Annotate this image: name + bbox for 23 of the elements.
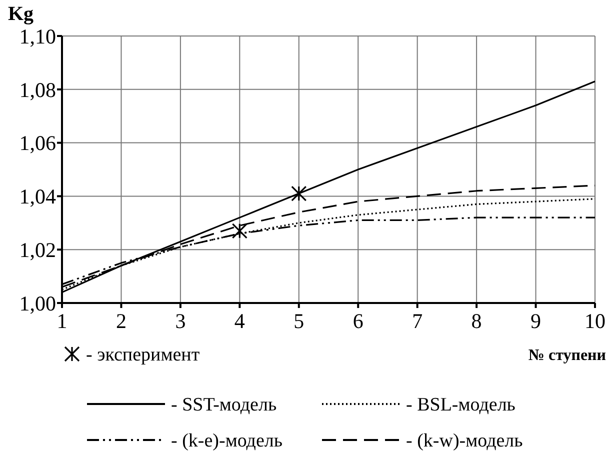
y-tick-label: 1,06 [19,131,56,156]
x-tick-label: 7 [412,309,423,333]
x-tick-label: 8 [471,309,482,333]
y-tick-label: 1,02 [19,238,56,262]
y-tick-label: 1,08 [19,78,56,102]
legend-label: - BSL-модель [406,394,516,416]
legend-label: - (k-w)-модель [406,430,524,452]
legend-label: - SST-модель [171,394,277,416]
legend-label: - (k-e)-модель [171,430,283,452]
y-tick-label: 1,10 [19,24,56,48]
y-tick-label: 1,04 [19,184,56,209]
x-tick-label: 3 [175,309,186,333]
x-tick-label: 9 [530,309,542,333]
y-axis-title: Kg [8,3,34,25]
y-tick-label: 1,00 [19,291,56,316]
x-tick-label: 1 [56,309,68,333]
x-tick-label: 5 [294,309,304,333]
x-tick-label: 6 [352,309,364,333]
x-axis-title: № ступени [528,347,606,364]
x-tick-label: 10 [584,309,606,333]
legend-label: - эксперимент [86,344,200,366]
x-tick-label: 4 [234,309,246,333]
x-tick-label: 2 [116,309,126,333]
